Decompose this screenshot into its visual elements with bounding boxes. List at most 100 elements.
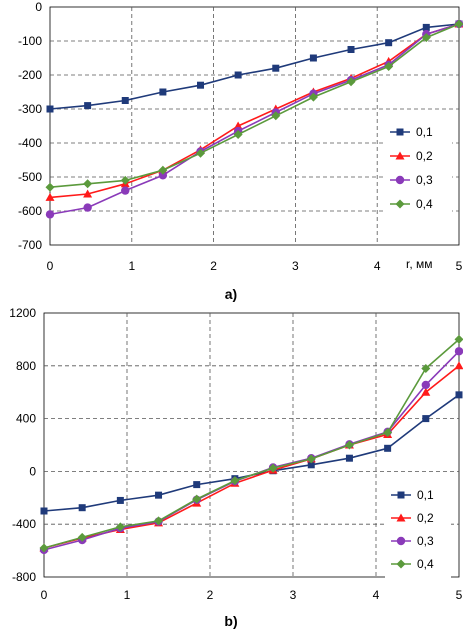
data-point (230, 476, 240, 486)
data-point (233, 130, 243, 139)
x-tick-label: 4 (374, 259, 381, 273)
data-point (385, 39, 393, 47)
legend-marker (395, 175, 405, 185)
data-point (83, 203, 92, 212)
data-point (159, 88, 167, 96)
plot-area (43, 312, 460, 578)
data-point (40, 507, 48, 515)
y-tick-label: -400 (12, 517, 36, 531)
legend-label: 0,1 (416, 125, 433, 139)
legend-label: 0,3 (416, 173, 433, 187)
x-tick-label: 3 (292, 259, 299, 273)
data-point (83, 179, 93, 189)
legend-marker (395, 199, 405, 209)
x-tick-label: 1 (128, 259, 135, 273)
y-tick-label: -400 (18, 136, 42, 150)
data-point (121, 186, 130, 195)
data-point (422, 23, 430, 31)
data-point (306, 454, 316, 464)
data-point (421, 363, 431, 373)
x-tick-label: 2 (210, 259, 217, 273)
series-line-0-2 (49, 23, 460, 199)
legend-label: 0,4 (417, 557, 434, 571)
x-tick-label: 5 (456, 259, 463, 273)
data-point (421, 380, 430, 390)
y-tick-label: -100 (18, 34, 42, 48)
data-point (83, 189, 93, 198)
x-tick-label: 5 (456, 588, 463, 602)
data-point (268, 463, 278, 473)
data-point (154, 516, 164, 526)
plot-area (49, 6, 460, 246)
y-tick-label: 1200 (9, 306, 36, 320)
x-tick-label: 2 (207, 588, 214, 602)
y-tick-label: -200 (18, 68, 42, 82)
y-tick-label: -500 (18, 170, 42, 184)
data-point (271, 111, 281, 121)
x-tick-label: 3 (290, 588, 297, 602)
x-tick-label: 0 (41, 588, 48, 602)
data-point (84, 102, 92, 110)
data-point (308, 92, 318, 102)
data-point (272, 64, 280, 72)
data-point (192, 494, 202, 504)
data-point (39, 543, 49, 553)
legend-label: 0,3 (417, 534, 434, 548)
series-line-0-3 (49, 23, 460, 216)
data-point (155, 491, 163, 499)
legend-marker (395, 151, 405, 160)
y-tick-label: -700 (18, 238, 42, 252)
data-point (309, 54, 317, 62)
data-point (422, 415, 430, 423)
data-point (77, 532, 87, 542)
y-tick-label: -800 (12, 570, 36, 584)
data-point (45, 182, 55, 192)
y-tick-label: 400 (16, 412, 36, 426)
data-point (233, 121, 243, 130)
data-point (45, 192, 55, 201)
x-tick-label: 0 (47, 259, 54, 273)
y-tick-label: -600 (18, 204, 42, 218)
data-point (234, 71, 242, 79)
data-point (116, 496, 124, 504)
y-tick-label: 0 (35, 0, 42, 14)
legend-box (384, 120, 452, 218)
data-point (344, 440, 354, 450)
data-point (158, 171, 168, 180)
panel-label: a) (225, 286, 237, 302)
series-line-0-4 (43, 338, 460, 549)
data-point (454, 334, 463, 344)
y-tick-label: 800 (16, 359, 36, 373)
x-tick-label: 1 (124, 588, 131, 602)
data-point (384, 62, 394, 71)
legend-label: 0,1 (417, 488, 434, 502)
data-point (347, 46, 355, 53)
data-point (383, 427, 393, 437)
data-point (115, 522, 125, 532)
data-point (193, 481, 201, 489)
legend-marker (396, 128, 404, 136)
series-line-0-4 (49, 23, 460, 188)
data-point (421, 387, 431, 396)
legend-label: 0,2 (417, 511, 434, 525)
y-tick-label: 0 (29, 464, 36, 478)
data-point (120, 175, 130, 185)
x-axis-label: r, мм (406, 257, 433, 271)
data-point (455, 391, 463, 399)
legend-label: 0,2 (416, 149, 433, 163)
data-point (307, 461, 315, 469)
data-point (196, 148, 206, 158)
data-point (454, 361, 463, 370)
chart-panel-b: 0 1 2 3 4 5 1200 800 400 0 -400 -800 0,1 0,2 0,3 0,4 b) (9, 306, 463, 629)
y-tick-label: -300 (18, 102, 42, 116)
data-point (197, 81, 205, 89)
data-point (78, 504, 86, 512)
data-point (121, 97, 129, 104)
data-point (158, 165, 168, 175)
data-point (421, 33, 431, 43)
data-point (345, 454, 353, 462)
legend-marker (396, 559, 406, 569)
legend-marker (396, 536, 406, 546)
data-point (346, 77, 356, 87)
